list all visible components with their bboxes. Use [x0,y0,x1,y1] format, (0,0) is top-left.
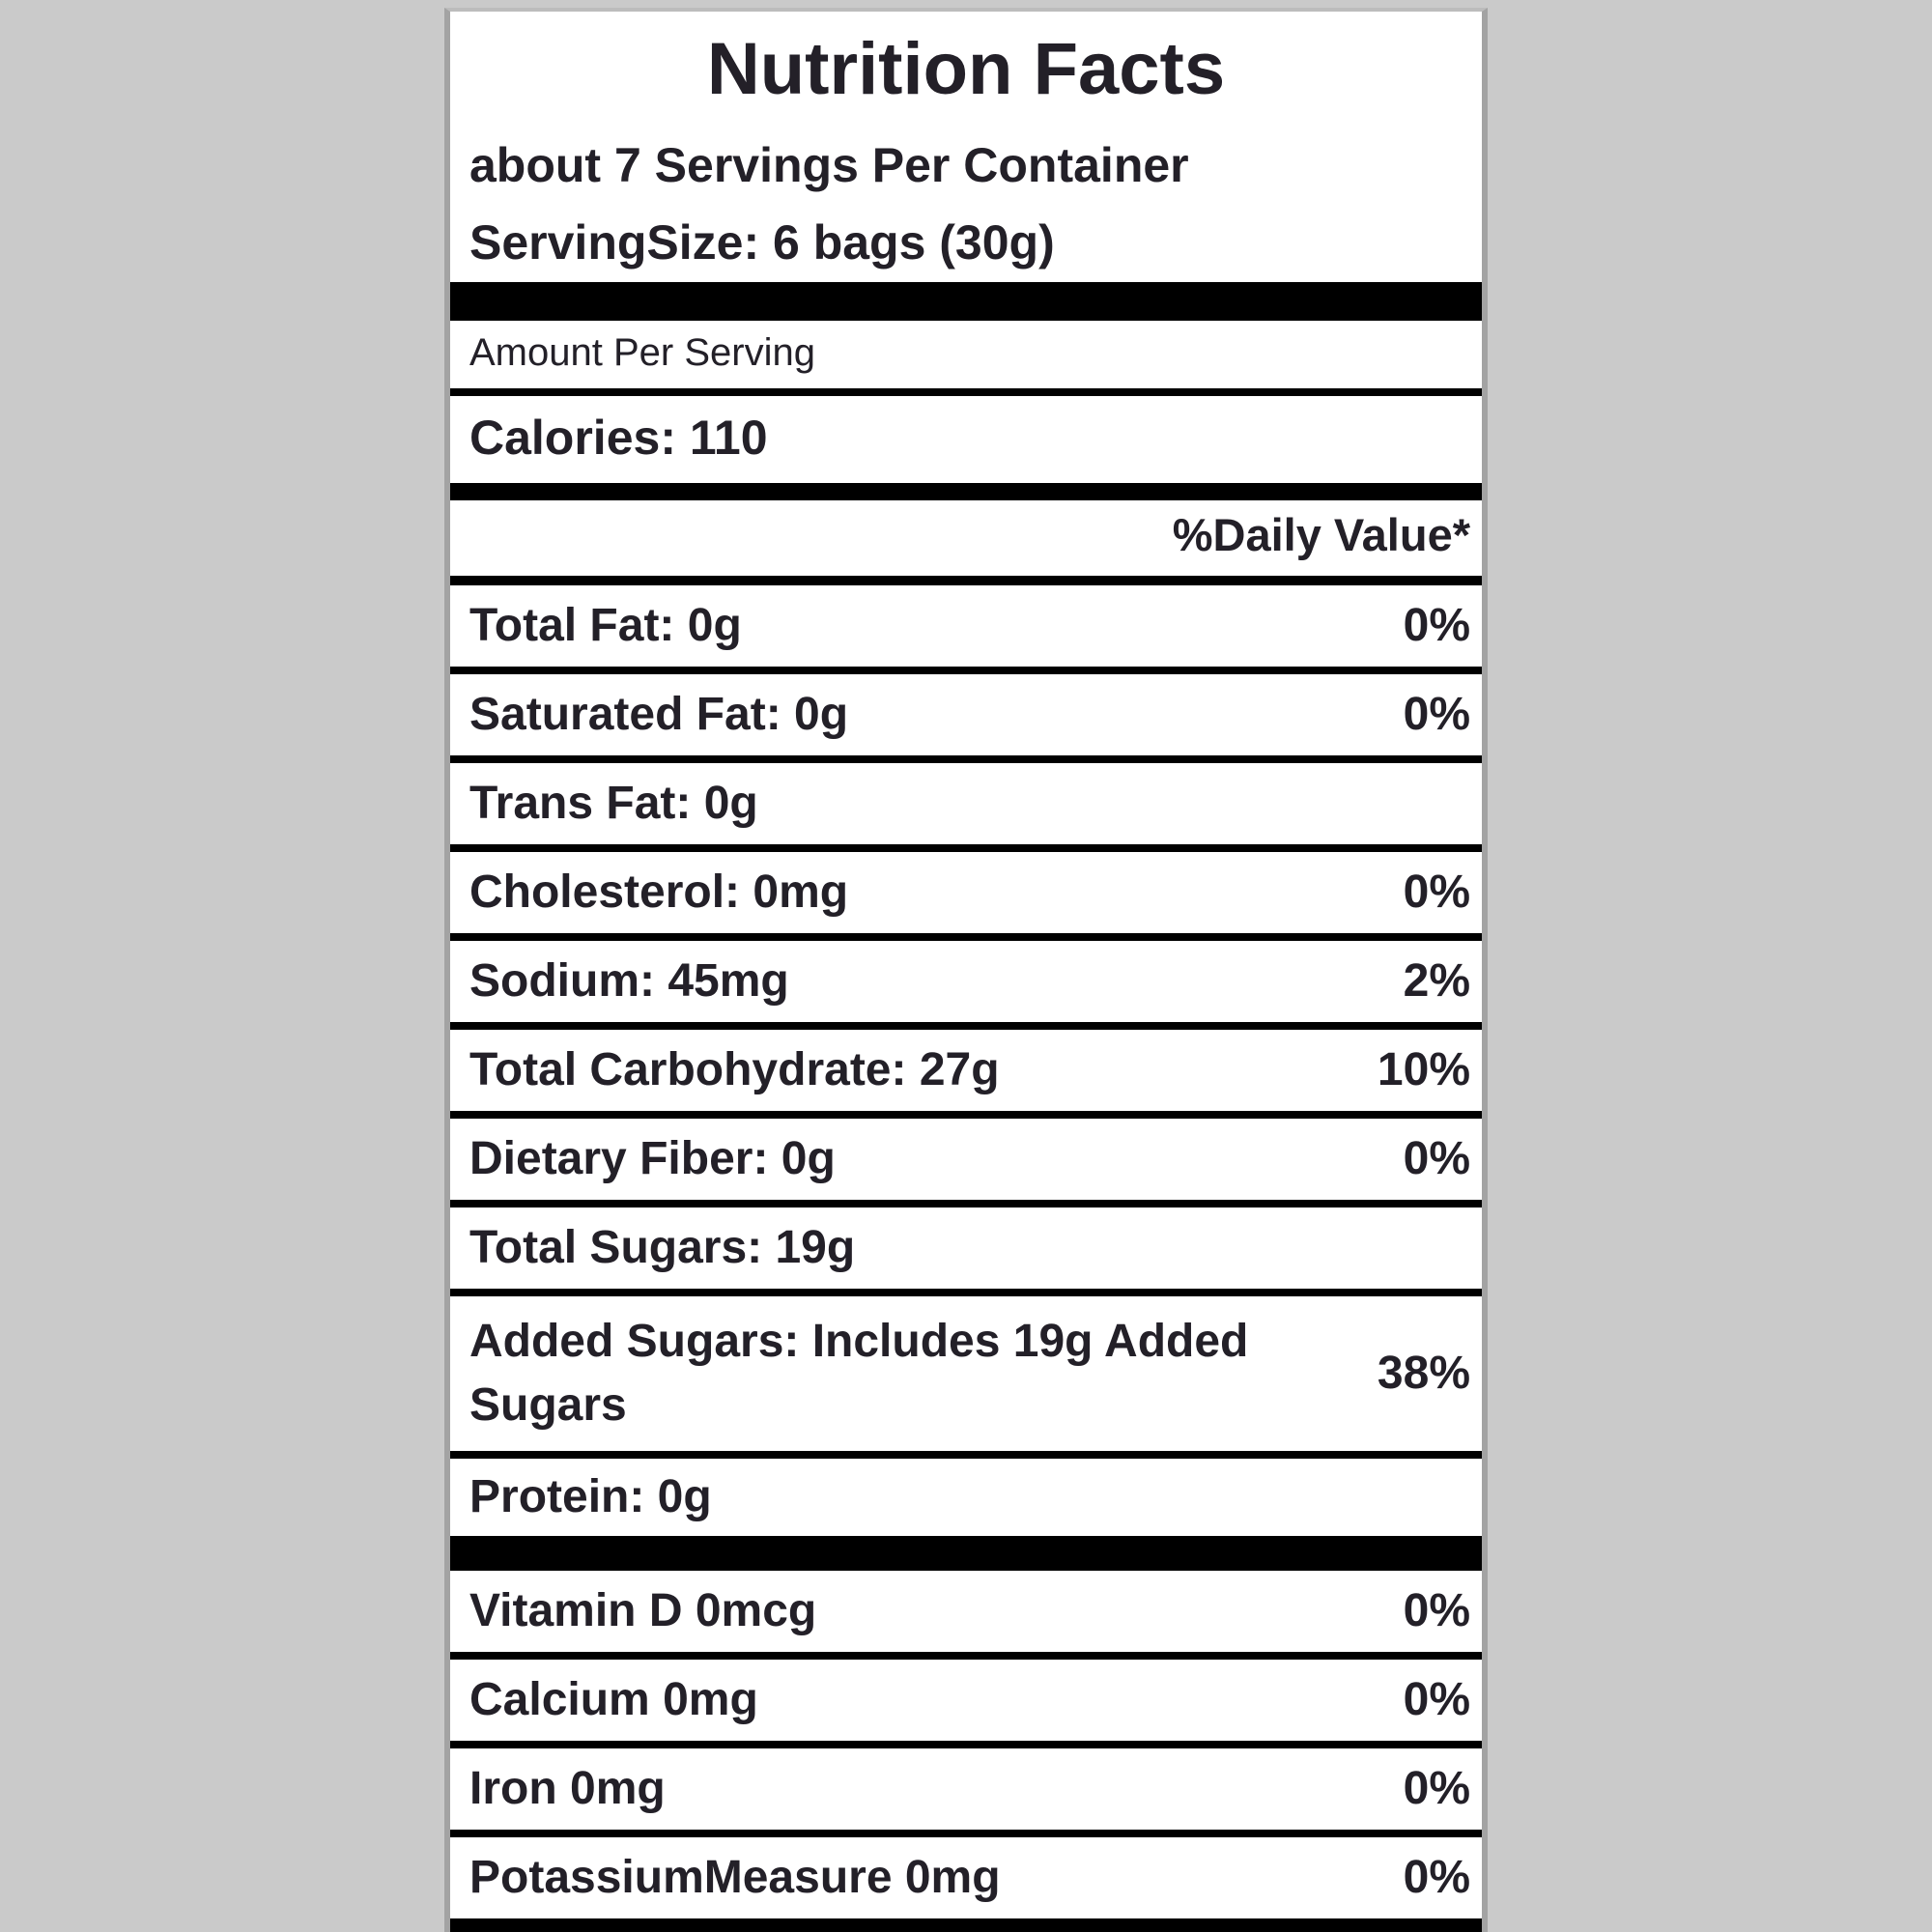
divider-rule [450,576,1482,585]
nutrient-daily-value: 0% [1403,1133,1470,1184]
micronutrient-row-potassium: PotassiumMeasure 0mg 0% [450,1837,1482,1918]
micronutrient-row-iron: Iron 0mg 0% [450,1748,1482,1837]
nutrient-daily-value: 38% [1377,1348,1470,1399]
micronutrient-daily-value: 0% [1403,1763,1470,1814]
micronutrient-daily-value: 0% [1403,1674,1470,1725]
divider-rule [450,388,1482,396]
nutrient-name: Dietary Fiber: 0g [469,1133,836,1184]
micronutrient-name: PotassiumMeasure 0mg [469,1852,1001,1903]
serving-size: ServingSize: 6 bags (30g) [469,215,1055,270]
nutrient-name: Cholesterol: 0mg [469,867,849,918]
nutrient-name: Sodium: 45mg [469,955,789,1007]
section-divider-bar [450,483,1482,500]
bottom-bar [450,1918,1482,1932]
nutrient-name: Total Sugars: 19g [469,1222,856,1273]
nutrition-facts-title: Nutrition Facts [706,28,1226,110]
micronutrient-name: Iron 0mg [469,1763,666,1814]
daily-value-header: %Daily Value* [1172,509,1470,560]
nutrient-daily-value: 0% [1403,689,1470,740]
nutrient-row-saturated-fat: Saturated Fat: 0g 0% [450,674,1482,763]
section-divider-bar [450,1536,1482,1571]
nutrient-row-cholesterol: Cholesterol: 0mg 0% [450,852,1482,941]
nutrient-name: Total Carbohydrate: 27g [469,1044,1000,1095]
micronutrient-row-vitamin-d: Vitamin D 0mcg 0% [450,1571,1482,1660]
nutrient-daily-value: 2% [1403,955,1470,1007]
nutrient-row-protein: Protein: 0g [450,1459,1482,1536]
nutrient-daily-value: 0% [1403,600,1470,651]
nutrient-row-total-carbohydrate: Total Carbohydrate: 27g 10% [450,1030,1482,1119]
micronutrient-daily-value: 0% [1403,1585,1470,1636]
nutrient-name: Protein: 0g [469,1471,712,1522]
micronutrient-name: Vitamin D 0mcg [469,1585,817,1636]
micronutrient-row-calcium: Calcium 0mg 0% [450,1660,1482,1748]
micronutrient-daily-value: 0% [1403,1852,1470,1903]
nutrient-row-total-fat: Total Fat: 0g 0% [450,585,1482,674]
section-divider-bar [450,282,1482,321]
calories: Calories: 110 [469,411,768,465]
nutrient-row-total-sugars: Total Sugars: 19g [450,1208,1482,1296]
nutrient-row-added-sugars: Added Sugars: Includes 19g Added Sugars … [450,1296,1482,1459]
nutrient-row-trans-fat: Trans Fat: 0g [450,763,1482,852]
nutrient-daily-value: 10% [1377,1044,1470,1095]
nutrient-name: Trans Fat: 0g [469,778,758,829]
nutrient-row-dietary-fiber: Dietary Fiber: 0g 0% [450,1119,1482,1208]
servings-per-container: about 7 Servings Per Container [469,138,1189,192]
nutrient-daily-value: 0% [1403,867,1470,918]
nutrient-name: Added Sugars: Includes 19g Added Sugars [469,1316,1249,1431]
nutrient-row-sodium: Sodium: 45mg 2% [450,941,1482,1030]
nutrient-name: Total Fat: 0g [469,600,742,651]
nutrition-facts-label: Nutrition Facts about 7 Servings Per Con… [444,8,1488,1932]
amount-per-serving: Amount Per Serving [469,331,815,374]
micronutrient-name: Calcium 0mg [469,1674,758,1725]
nutrient-name: Saturated Fat: 0g [469,689,849,740]
